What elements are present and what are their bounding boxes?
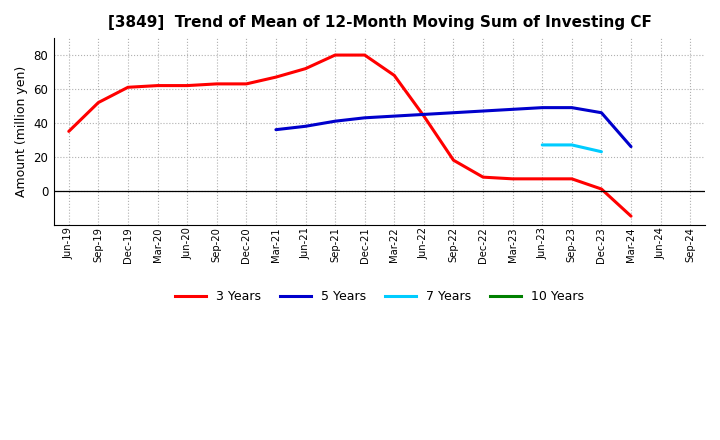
Title: [3849]  Trend of Mean of 12-Month Moving Sum of Investing CF: [3849] Trend of Mean of 12-Month Moving … [107, 15, 652, 30]
Legend: 3 Years, 5 Years, 7 Years, 10 Years: 3 Years, 5 Years, 7 Years, 10 Years [170, 285, 589, 308]
Y-axis label: Amount (million yen): Amount (million yen) [15, 66, 28, 197]
